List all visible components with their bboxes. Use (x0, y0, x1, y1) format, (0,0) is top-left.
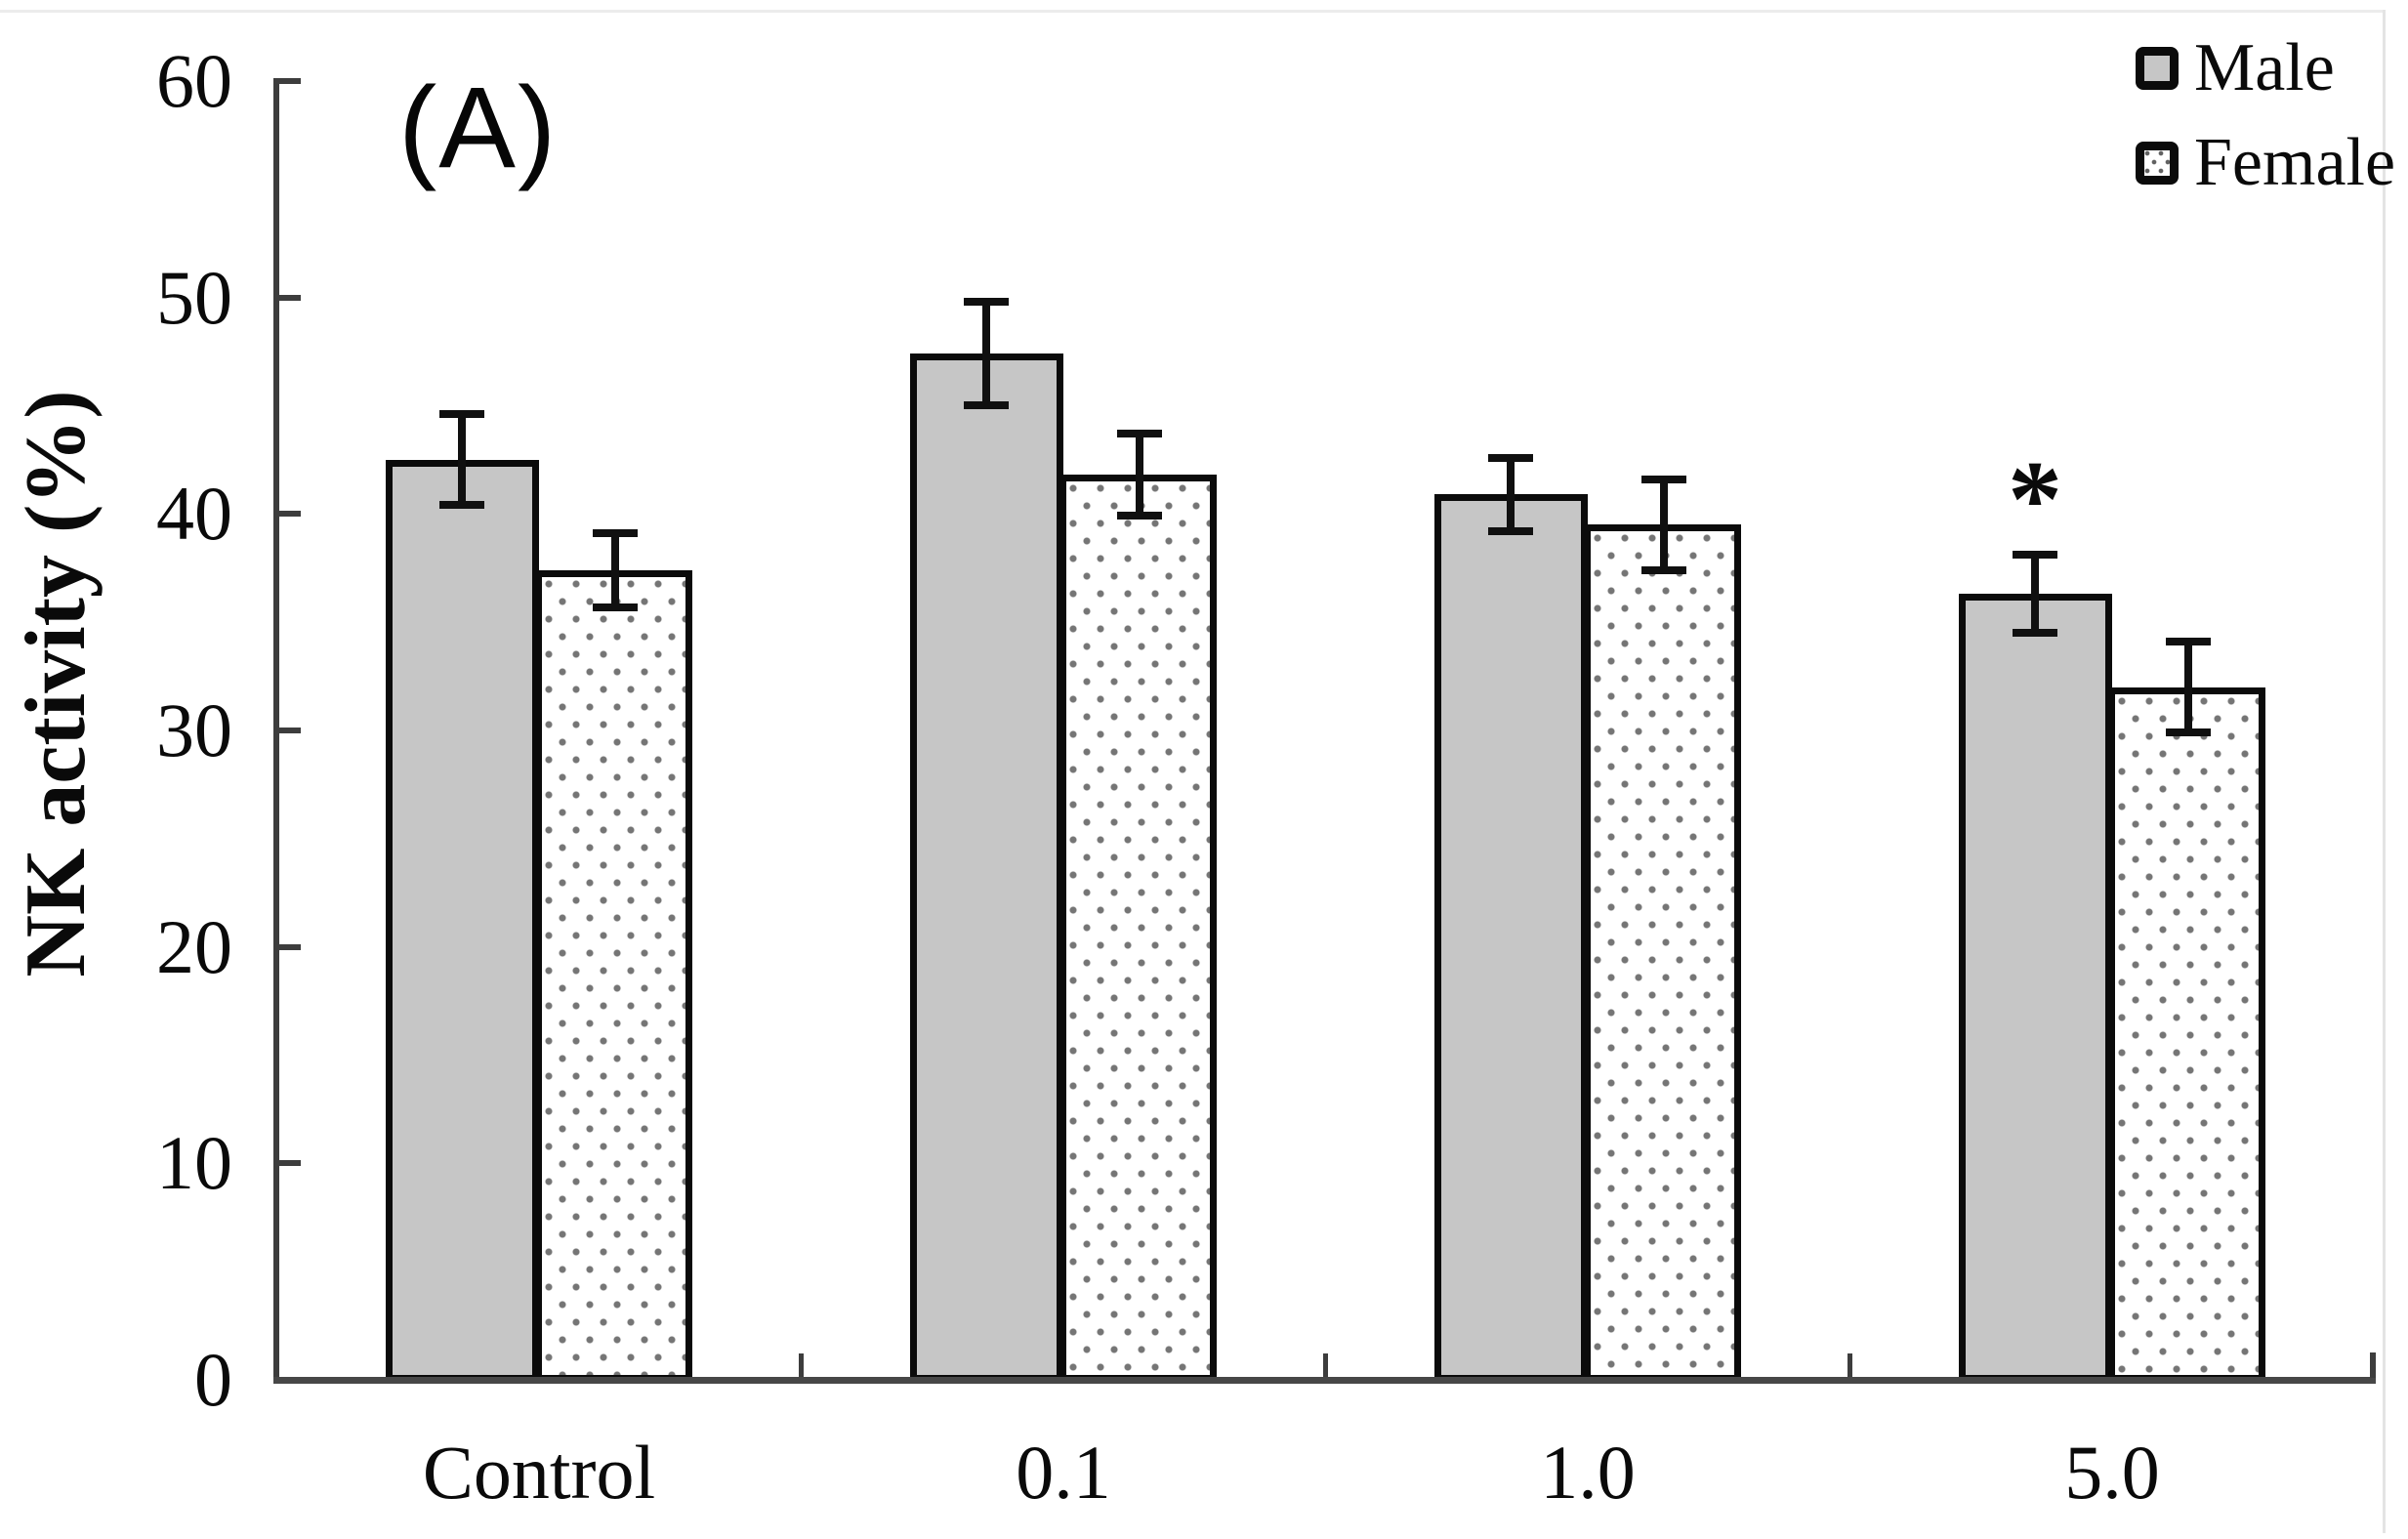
error-bar-cap-bottom (2013, 629, 2057, 637)
x-axis-end-tick (2370, 1352, 2376, 1378)
scan-artifact-right-line (2383, 10, 2386, 1533)
error-bar-cap-bottom (1488, 527, 1533, 535)
error-bar-cap-bottom (1117, 512, 1162, 520)
error-bar-whisker (1136, 434, 1143, 516)
x-axis-divider-tick (1323, 1353, 1328, 1377)
error-bar-cap-bottom (964, 401, 1009, 409)
y-tick (279, 944, 301, 950)
y-tick-label: 20 (156, 904, 232, 989)
error-bar-cap-top (1488, 454, 1533, 462)
panel-label: (A) (398, 63, 559, 192)
bar-female-1.0 (1584, 524, 1741, 1382)
error-bar-cap-bottom (1641, 566, 1686, 574)
y-tick (279, 1160, 301, 1166)
bar-female-0.1 (1059, 475, 1217, 1382)
y-tick-label: 40 (156, 471, 232, 556)
error-bar-cap-top (593, 529, 638, 537)
y-tick-label: 60 (156, 38, 232, 123)
y-tick (279, 78, 301, 84)
error-bar-whisker (2184, 642, 2192, 732)
legend-female-label: Female (2194, 125, 2396, 200)
x-axis-line (273, 1377, 2376, 1384)
error-bar-cap-bottom (2166, 728, 2211, 736)
legend-male-label: Male (2194, 30, 2335, 105)
bar-male-1.0 (1434, 494, 1588, 1382)
x-category-label: 1.0 (1540, 1430, 1636, 1515)
x-axis-divider-tick (1848, 1353, 1852, 1377)
error-bar-cap-bottom (439, 501, 484, 509)
y-tick (279, 295, 301, 301)
x-category-label: 5.0 (2064, 1430, 2160, 1515)
y-tick-label: 30 (156, 687, 232, 772)
error-bar-whisker (982, 302, 990, 405)
legend-male-swatch (2136, 47, 2179, 90)
significance-asterisk: * (2008, 439, 2062, 561)
y-tick-label: 0 (194, 1337, 232, 1422)
error-bar-whisker (2031, 555, 2039, 633)
x-category-label: Control (422, 1430, 656, 1515)
y-axis-line (273, 78, 279, 1383)
error-bar-cap-top (2166, 638, 2211, 645)
error-bar-cap-top (1117, 430, 1162, 437)
y-tick-label: 50 (156, 255, 232, 340)
error-bar-whisker (458, 414, 466, 505)
error-bar-cap-top (2013, 551, 2057, 559)
x-category-label: 0.1 (1016, 1430, 1111, 1515)
error-bar-cap-top (1641, 476, 1686, 483)
x-axis-divider-tick (799, 1353, 804, 1377)
error-bar-cap-top (439, 410, 484, 418)
legend-female-swatch (2136, 142, 2179, 185)
error-bar-whisker (1507, 458, 1515, 531)
bar-male-5.0 (1959, 594, 2112, 1382)
error-bar-cap-top (964, 298, 1009, 306)
scan-artifact-top-line (0, 10, 2383, 13)
y-tick-label: 10 (156, 1120, 232, 1205)
bar-female-5.0 (2108, 687, 2265, 1382)
bar-male-control (386, 460, 539, 1382)
error-bar-whisker (1660, 479, 1668, 570)
error-bar-cap-bottom (593, 603, 638, 611)
bar-male-0.1 (910, 354, 1063, 1382)
bar-female-control (535, 570, 692, 1382)
y-tick (279, 511, 301, 517)
y-tick (279, 728, 301, 733)
error-bar-whisker (611, 533, 619, 606)
